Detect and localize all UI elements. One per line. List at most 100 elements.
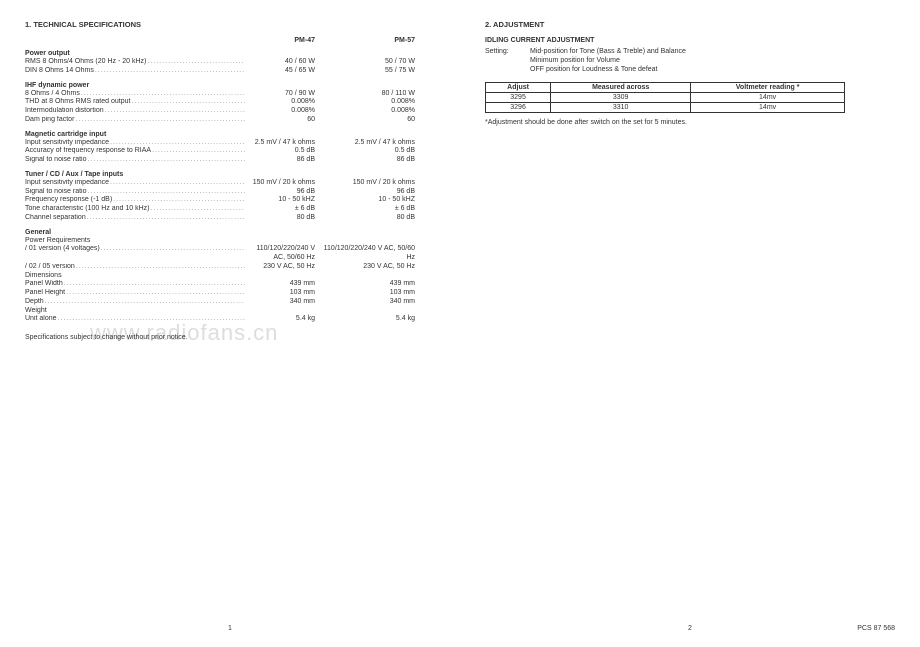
- spec-label-text: Channel separation: [25, 214, 87, 221]
- table-header-cell: Measured across: [551, 83, 691, 93]
- table-row: 3296331014mv: [486, 103, 845, 113]
- spec-label-text: Unit alone: [25, 315, 58, 322]
- spec-plain-label: Weight: [25, 307, 245, 316]
- setting-line: OFF position for Loudness & Tone defeat: [530, 66, 686, 75]
- setting-label: Setting:: [485, 48, 530, 74]
- right-subheading: IDLING CURRENT ADJUSTMENT: [485, 37, 895, 44]
- spec-label-text: RMS 8 Ohms/4 Ohms (20 Hz - 20 kHz): [25, 58, 147, 65]
- spec-label: / 02 / 05 version: [25, 263, 245, 272]
- spec-value-pm57: 96 dB: [315, 188, 415, 197]
- table-cell: 14mv: [691, 93, 845, 103]
- table-header-row: AdjustMeasured acrossVoltmeter reading *: [486, 83, 845, 93]
- spec-row: DIN 8 Ohms 14 Ohms 45 / 65 W55 / 75 W: [25, 67, 435, 76]
- table-cell: 3309: [551, 93, 691, 103]
- spec-label-text: Input sensitivity impedance: [25, 179, 110, 186]
- spec-row: Accuracy of frequency response to RIAA0.…: [25, 147, 435, 156]
- spec-value-pm57: ± 6 dB: [315, 205, 415, 214]
- spec-value-pm47: 439 mm: [245, 280, 315, 289]
- spec-label-text: Input sensitivity impedance: [25, 139, 110, 146]
- spec-value-pm57: 150 mV / 20 k ohms: [315, 179, 415, 188]
- spec-label: Signal to noise ratio: [25, 188, 245, 197]
- section-title: Magnetic cartridge input: [25, 131, 435, 138]
- spec-row: Intermodulation distortion0.008%0.008%: [25, 107, 435, 116]
- spec-footnote: Specifications subject to change without…: [25, 334, 435, 341]
- spec-value-pm57: 0.5 dB: [315, 147, 415, 156]
- table-footnote: *Adjustment should be done after switch …: [485, 119, 895, 126]
- spec-label: Input sensitivity impedance: [25, 179, 245, 188]
- spec-label: Input sensitivity impedance: [25, 139, 245, 148]
- spec-value-pm57: 340 mm: [315, 298, 415, 307]
- spec-value-pm47: 45 / 65 W: [245, 67, 315, 76]
- spec-sections: Power outputRMS 8 Ohms/4 Ohms (20 Hz - 2…: [25, 50, 435, 324]
- spec-label: Panel Width: [25, 280, 245, 289]
- spec-label: DIN 8 Ohms 14 Ohms: [25, 67, 245, 76]
- spec-value-pm57: 230 V AC, 50 Hz: [315, 263, 415, 272]
- setting-lines: Mid-position for Tone (Bass & Treble) an…: [530, 48, 686, 74]
- spec-row: Panel Width439 mm439 mm: [25, 280, 435, 289]
- spec-value-pm47: 80 dB: [245, 214, 315, 223]
- spec-row: RMS 8 Ohms/4 Ohms (20 Hz - 20 kHz) 40 / 6…: [25, 58, 435, 67]
- spec-label-text: / 02 / 05 version: [25, 263, 76, 270]
- spec-label-text: Depth: [25, 298, 45, 305]
- spec-value-pm47: 0.008%: [245, 98, 315, 107]
- spec-label: 8 Ohms / 4 Ohms: [25, 90, 245, 99]
- spec-row: Dam ping factor6060: [25, 116, 435, 125]
- spec-row: Panel Height103 mm103 mm: [25, 289, 435, 298]
- spec-label-text: DIN 8 Ohms 14 Ohms: [25, 67, 95, 74]
- spec-value-pm47: 10 - 50 kHZ: [245, 196, 315, 205]
- setting-line: Mid-position for Tone (Bass & Treble) an…: [530, 48, 686, 57]
- table-header-cell: Voltmeter reading *: [691, 83, 845, 93]
- spec-value-pm57: 50 / 70 W: [315, 58, 415, 67]
- spec-label: RMS 8 Ohms/4 Ohms (20 Hz - 20 kHz): [25, 58, 245, 67]
- spec-row: Depth 340 mm340 mm: [25, 298, 435, 307]
- spec-value-pm47: 86 dB: [245, 156, 315, 165]
- col-header-pm47: PM-47: [245, 37, 315, 44]
- spec-value-pm47: 70 / 90 W: [245, 90, 315, 99]
- spec-value-pm47: 60: [245, 116, 315, 125]
- spec-row: Input sensitivity impedance 150 mV / 20 k…: [25, 179, 435, 188]
- spec-value-pm57: 0.008%: [315, 107, 415, 116]
- spec-row: Tone characteristic (100 Hz and 10 kHz) ±…: [25, 205, 435, 214]
- spec-label: Accuracy of frequency response to RIAA: [25, 147, 245, 156]
- spec-label-text: Panel Height: [25, 289, 66, 296]
- spec-label-text: Frequency response (-1 dB): [25, 196, 113, 203]
- spec-value-pm47: 0.5 dB: [245, 147, 315, 156]
- spec-label: Depth: [25, 298, 245, 307]
- spec-value-pm57: 55 / 75 W: [315, 67, 415, 76]
- left-page-number: 1: [25, 625, 435, 632]
- spec-value-pm47: 96 dB: [245, 188, 315, 197]
- spec-row: Input sensitivity impedance 2.5 mV / 47 k…: [25, 139, 435, 148]
- spec-value-pm47: 230 V AC, 50 Hz: [245, 263, 315, 272]
- spec-label-text: / 01 version (4 voltages): [25, 245, 101, 252]
- section-title: General: [25, 229, 435, 236]
- section-title: Tuner / CD / Aux / Tape inputs: [25, 171, 435, 178]
- document-page: www.radiofans.cn 1. TECHNICAL SPECIFICAT…: [0, 0, 920, 647]
- spec-value-pm47: 150 mV / 20 k ohms: [245, 179, 315, 188]
- spec-label: Dam ping factor: [25, 116, 245, 125]
- spec-plain-row: Weight: [25, 307, 435, 316]
- table-body: 3295330914mv3296331014mv: [486, 93, 845, 113]
- table-header-cell: Adjust: [486, 83, 551, 93]
- spec-label: Frequency response (-1 dB): [25, 196, 245, 205]
- spec-value-pm57: 110/120/220/240 V AC, 50/60 Hz: [315, 245, 415, 263]
- spec-value-pm57: 10 - 50 kHZ: [315, 196, 415, 205]
- table-cell: 3310: [551, 103, 691, 113]
- spec-label: Intermodulation distortion: [25, 107, 245, 116]
- spec-value-pm47: 2.5 mV / 47 k ohms: [245, 139, 315, 148]
- table-cell: 14mv: [691, 103, 845, 113]
- right-page-number: 2: [485, 625, 895, 632]
- right-footer-code: PCS 87 568: [857, 625, 895, 632]
- setting-block: Setting: Mid-position for Tone (Bass & T…: [485, 48, 895, 74]
- spec-value-pm47: 340 mm: [245, 298, 315, 307]
- table-cell: 3296: [486, 103, 551, 113]
- left-heading: 1. TECHNICAL SPECIFICATIONS: [25, 20, 435, 29]
- spec-value-pm47: 40 / 60 W: [245, 58, 315, 67]
- spec-label-text: Tone characteristic (100 Hz and 10 kHz): [25, 205, 151, 212]
- spec-value-pm57: 5.4 kg: [315, 315, 415, 324]
- table-row: 3295330914mv: [486, 93, 845, 103]
- spec-value-pm47: 103 mm: [245, 289, 315, 298]
- spec-value-pm47: 0.008%: [245, 107, 315, 116]
- spec-row: Signal to noise ratio96 dB96 dB: [25, 188, 435, 197]
- spec-row: 8 Ohms / 4 Ohms70 / 90 W80 / 110 W: [25, 90, 435, 99]
- right-heading: 2. ADJUSTMENT: [485, 20, 895, 29]
